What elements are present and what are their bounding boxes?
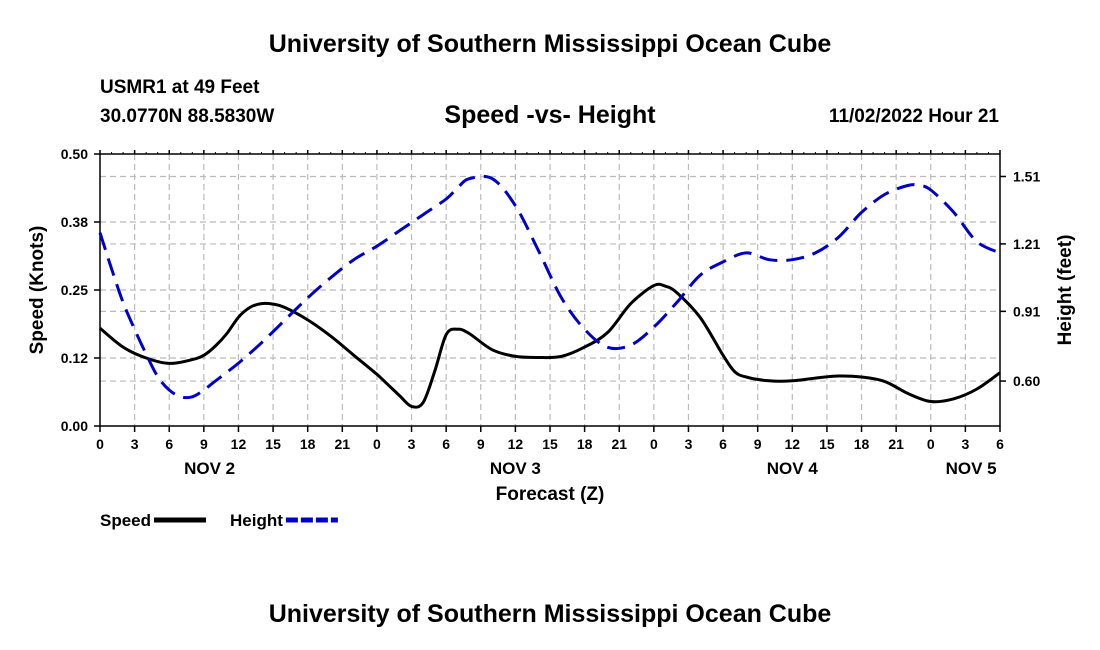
x-tick-label-25: 3 — [961, 436, 969, 452]
x-tick-label-17: 3 — [685, 436, 693, 452]
x-tick-label-9: 3 — [408, 436, 416, 452]
y-left-tick-label-1: 0.12 — [61, 350, 88, 366]
x-tick-label-24: 0 — [927, 436, 935, 452]
x-tick-label-18: 6 — [719, 436, 727, 452]
station-label: USMR1 at 49 Feet — [100, 77, 260, 98]
x-tick-label-6: 18 — [300, 436, 316, 452]
day-label-0: NOV 2 — [184, 459, 235, 478]
x-tick-label-7: 21 — [335, 436, 351, 452]
series-line-speed — [99, 282, 1001, 409]
x-tick-label-11: 9 — [477, 436, 485, 452]
y-right-tick-label-2: 1.21 — [1013, 236, 1040, 252]
main-title: University of Southern Mississippi Ocean… — [268, 30, 832, 58]
footer-title: University of Southern Mississippi Ocean… — [268, 600, 832, 628]
x-tick-label-15: 21 — [611, 436, 627, 452]
y-left-tick-label-4: 0.50 — [61, 146, 88, 162]
chart-title: Speed -vs- Height — [444, 101, 656, 129]
day-label-1: NOV 3 — [490, 459, 541, 478]
y-left-tick-label-3: 0.38 — [61, 214, 88, 230]
x-tick-label-16: 0 — [650, 436, 658, 452]
x-tick-label-3: 9 — [200, 436, 208, 452]
y-left-tick-label-0: 0.00 — [61, 418, 88, 434]
y-left-tick-label-2: 0.25 — [61, 282, 88, 298]
y-right-tick-label-0: 0.60 — [1013, 373, 1040, 389]
x-tick-label-1: 3 — [131, 436, 139, 452]
y-right-tick-label-3: 1.51 — [1013, 168, 1040, 184]
day-label-3: NOV 5 — [946, 459, 997, 478]
forecast-datetime: 11/02/2022 Hour 21 — [828, 106, 999, 127]
x-tick-label-8: 0 — [373, 436, 381, 452]
x-tick-label-13: 15 — [542, 436, 558, 452]
speed-height-chart: 0 3 6 9 12 15 18 21 0 3 6 9 12 15 18 21 0 3 6 9 12 15 18 21 0 3 6N… — [27, 146, 1076, 530]
x-tick-label-4: 12 — [231, 436, 247, 452]
legend-label-speed: Speed — [100, 511, 151, 530]
y-left-axis-label: Speed (Knots) — [27, 226, 48, 355]
x-tick-label-19: 9 — [754, 436, 762, 452]
x-tick-label-0: 0 — [96, 436, 104, 452]
x-tick-label-20: 12 — [785, 436, 801, 452]
y-right-tick-label-1: 0.91 — [1013, 303, 1040, 319]
x-tick-label-12: 12 — [508, 436, 524, 452]
series-line-height — [98, 174, 1001, 400]
x-tick-label-26: 6 — [996, 436, 1004, 452]
x-tick-label-23: 21 — [888, 436, 904, 452]
x-tick-label-10: 6 — [442, 436, 450, 452]
x-tick-label-5: 15 — [265, 436, 281, 452]
x-tick-label-2: 6 — [165, 436, 173, 452]
legend-label-height: Height — [230, 511, 283, 530]
x-tick-label-21: 15 — [819, 436, 835, 452]
x-axis-label: Forecast (Z) — [496, 484, 605, 505]
y-right-axis-label: Height (feet) — [1055, 235, 1076, 346]
station-coordinates: 30.0770N 88.5830W — [100, 106, 275, 127]
x-tick-label-22: 18 — [854, 436, 870, 452]
x-tick-label-14: 18 — [577, 436, 593, 452]
day-label-2: NOV 4 — [767, 459, 819, 478]
